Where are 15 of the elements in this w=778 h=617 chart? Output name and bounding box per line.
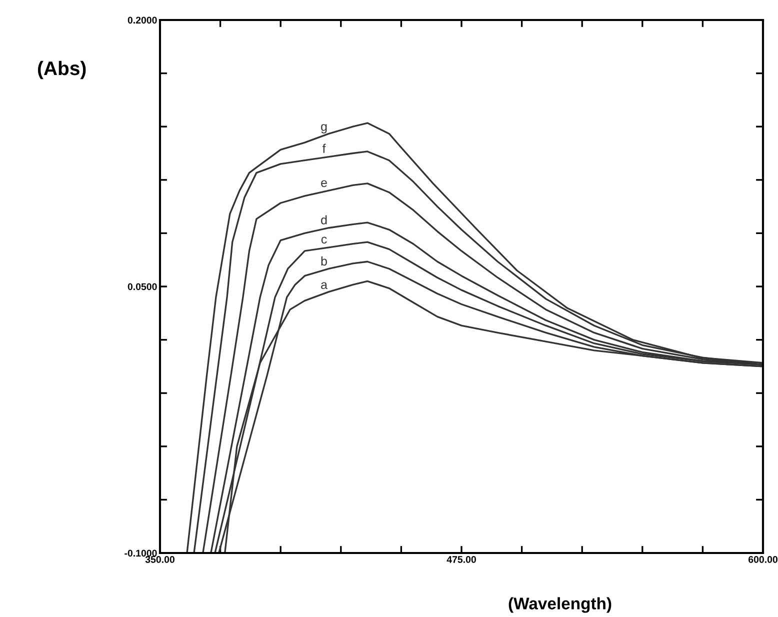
series-label: e	[321, 180, 327, 188]
series-label: c	[321, 236, 327, 244]
y-tick-label: 0.2000	[128, 16, 157, 24]
y-axis-title: (Abs)	[38, 60, 86, 80]
series-label: g	[321, 124, 327, 134]
series-label: f	[322, 144, 326, 153]
series-label: b	[321, 256, 327, 266]
series-label: d	[321, 215, 327, 224]
x-tick-label: 475.00	[446, 556, 476, 563]
x-tick-label: 350.00	[145, 556, 174, 563]
x-axis-title: (Wavelength)	[508, 597, 612, 613]
series-label: a	[321, 282, 328, 290]
y-tick-label: 0.0500	[128, 283, 157, 290]
x-tick-label: 600.00	[748, 556, 778, 563]
y-tick-label: -0.1000	[124, 550, 157, 557]
